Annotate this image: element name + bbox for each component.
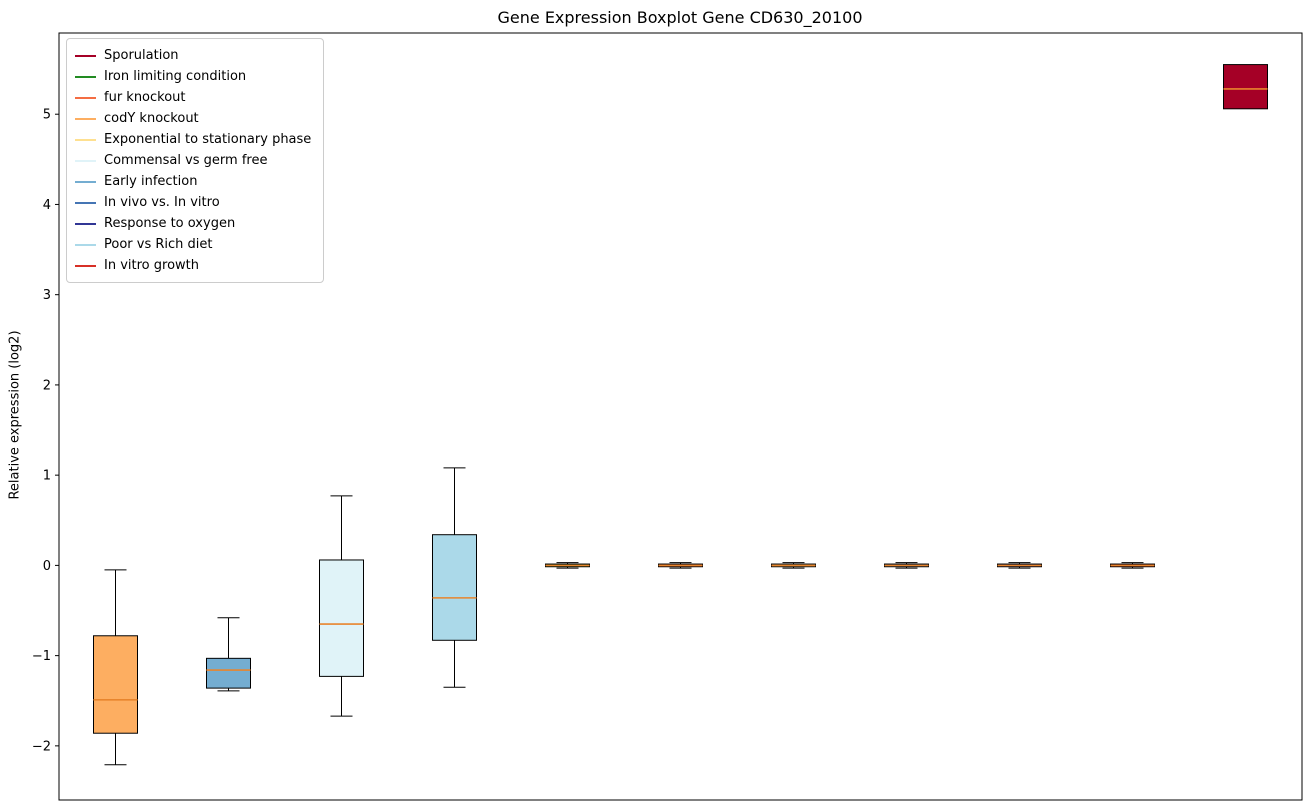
box-fur-knockout (658, 562, 703, 569)
legend-item: Iron limiting condition (75, 66, 311, 87)
box-response-to-oxygen (997, 562, 1042, 569)
legend-item: Sporulation (75, 45, 311, 66)
y-tick-label: 4 (43, 198, 51, 213)
y-tick-label: −2 (32, 739, 51, 754)
legend-color-line (75, 180, 96, 183)
box-rect (93, 635, 138, 734)
box-in-vitro-growth (1110, 562, 1155, 569)
legend-color-line (75, 138, 96, 141)
legend-color-line (75, 75, 96, 78)
y-tick-label: 2 (43, 378, 51, 393)
y-tick-label: 0 (43, 559, 51, 574)
legend-color-line (75, 159, 96, 162)
legend-label: Early infection (104, 174, 198, 189)
box-iron-limiting-condition (545, 562, 590, 569)
y-tick-label: 5 (43, 108, 51, 123)
box-poor-vs-rich-diet (432, 467, 477, 688)
legend-item: Early infection (75, 171, 311, 192)
y-tick-label: 3 (43, 288, 51, 303)
box-early-infection (206, 617, 251, 692)
legend-label: Response to oxygen (104, 216, 236, 231)
legend-color-line (75, 222, 96, 225)
legend-label: Sporulation (104, 48, 179, 63)
legend-item: codY knockout (75, 108, 311, 129)
box-commensal-vs-germ-free (319, 495, 364, 717)
y-tick-label: −1 (32, 649, 51, 664)
chart-title: Gene Expression Boxplot Gene CD630_20100 (497, 8, 863, 27)
legend-color-line (75, 264, 96, 267)
box-exponential-to-stationary-phase (771, 562, 816, 569)
legend-color-line (75, 201, 96, 204)
legend-label: Exponential to stationary phase (104, 132, 312, 147)
legend-label: In vivo vs. In vitro (104, 195, 220, 210)
box-rect (432, 534, 477, 641)
legend-color-line (75, 96, 96, 99)
legend-label: Iron limiting condition (104, 69, 247, 84)
legend-item: Exponential to stationary phase (75, 129, 311, 150)
legend-label: codY knockout (104, 111, 199, 126)
box-rect (206, 657, 251, 689)
box-rect (1223, 64, 1268, 110)
legend-label: Commensal vs germ free (104, 153, 268, 168)
box-rect (319, 559, 364, 677)
box-cody-knockout (93, 569, 138, 766)
legend-item: In vivo vs. In vitro (75, 192, 311, 213)
legend-item: Commensal vs germ free (75, 150, 311, 171)
legend-color-line (75, 117, 96, 120)
legend-label: In vitro growth (104, 258, 199, 273)
box-in-vivo-vs-in-vitro (884, 562, 929, 569)
legend-label: fur knockout (104, 90, 186, 105)
legend-item: Poor vs Rich diet (75, 234, 311, 255)
legend-color-line (75, 54, 96, 57)
legend: Sporulation Iron limiting condition fur kn… (66, 38, 325, 283)
legend-color-line (75, 243, 96, 246)
y-axis-label: Relative expression (log2) (7, 330, 23, 500)
y-tick-label: 1 (43, 469, 51, 484)
legend-item: Response to oxygen (75, 213, 311, 234)
legend-label: Poor vs Rich diet (104, 237, 213, 252)
legend-item: fur knockout (75, 87, 311, 108)
legend-item: In vitro growth (75, 255, 311, 276)
box-sporulation (1223, 64, 1268, 110)
